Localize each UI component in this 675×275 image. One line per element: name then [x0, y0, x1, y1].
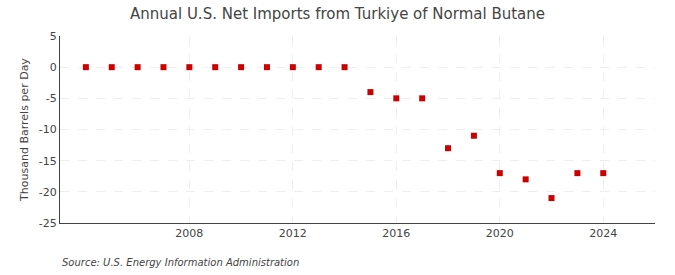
svg-text:2020: 2020	[486, 227, 514, 240]
svg-text:2008: 2008	[175, 227, 203, 240]
svg-text:-15: -15	[39, 155, 57, 168]
svg-text:2024: 2024	[589, 227, 617, 240]
svg-text:0: 0	[50, 61, 57, 74]
svg-text:-10: -10	[39, 123, 57, 136]
svg-text:-5: -5	[46, 92, 57, 105]
svg-text:-25: -25	[39, 217, 57, 230]
svg-text:5: 5	[50, 30, 57, 43]
svg-text:Thousand Barrels per Day: Thousand Barrels per Day	[18, 58, 31, 202]
svg-text:-20: -20	[39, 186, 57, 199]
svg-text:Annual U.S. Net Imports from T: Annual U.S. Net Imports from Turkiye of …	[130, 5, 545, 23]
svg-text:2012: 2012	[279, 227, 307, 240]
svg-text:2016: 2016	[382, 227, 410, 240]
svg-text:Source: U.S. Energy Informatio: Source: U.S. Energy Information Administ…	[62, 257, 299, 268]
